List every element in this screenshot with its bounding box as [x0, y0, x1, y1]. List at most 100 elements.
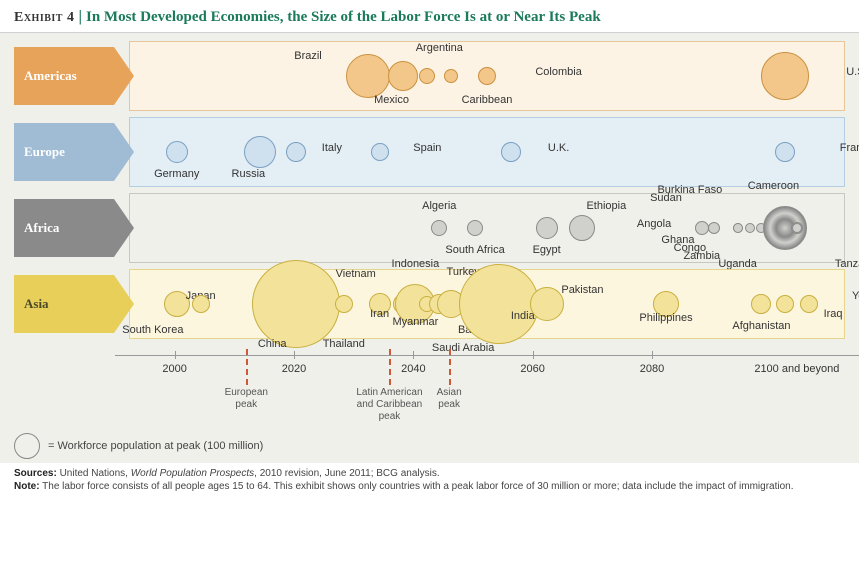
bubble-label: Vietnam — [336, 268, 376, 280]
bubble-label: France — [840, 142, 859, 154]
bubble-label: U.K. — [548, 142, 569, 154]
bubble-somalia — [792, 223, 802, 233]
exhibit-container: Exhibit 4 | In Most Developed Economies,… — [0, 0, 859, 566]
bubble-india — [459, 264, 539, 344]
bubble-label: China — [258, 338, 287, 350]
axis-tick — [533, 351, 534, 359]
title-separator: | — [78, 8, 86, 25]
bubble-sudan — [695, 221, 709, 235]
bubble-russia — [244, 136, 276, 168]
note-text: The labor force consists of all people a… — [42, 481, 793, 492]
bubble-label: Pakistan — [561, 284, 603, 296]
bubble-yemen — [800, 295, 818, 313]
axis-line — [115, 355, 859, 356]
bubble-iraq — [776, 295, 794, 313]
row-europe: EuropeGermanyRussiaItalySpainU.K.France — [14, 117, 845, 187]
row-tab-africa: Africa — [14, 199, 114, 257]
row-tab-asia: Asia — [14, 275, 114, 333]
bubble-congo — [745, 223, 755, 233]
bubble-thailand — [335, 295, 353, 313]
axis-tick — [175, 351, 176, 359]
sources-label: Sources: — [14, 468, 57, 479]
bubble-label: Algeria — [422, 200, 456, 212]
bubble-label: Italy — [322, 142, 342, 154]
axis-tick-label: 2080 — [640, 363, 664, 375]
chart-rows: Americas Brazil Mexico Argentina Caribbean Co… — [14, 41, 845, 339]
row-tab-americas: Americas — [14, 47, 114, 105]
bubble-south-africa — [467, 220, 483, 236]
bubble-mexico — [388, 61, 418, 91]
bubble-label: Mexico — [374, 94, 409, 106]
title-bar: Exhibit 4 | In Most Developed Economies,… — [0, 0, 859, 33]
exhibit-number: Exhibit 4 — [14, 10, 74, 25]
bubble-ghana — [733, 223, 743, 233]
bubble-label: Yemen — [852, 290, 859, 302]
axis-tick — [413, 351, 414, 359]
note-label: Note: — [14, 481, 40, 492]
legend-circle-icon — [14, 433, 40, 459]
bubble-label: Caribbean — [462, 94, 513, 106]
bubble-label: Philippines — [639, 312, 692, 324]
axis-tick — [652, 351, 653, 359]
bubble-spain — [371, 143, 389, 161]
axis-end-label: 2100 and beyond — [754, 363, 839, 375]
bubble-afghanistan — [751, 294, 771, 314]
row-americas: Americas Brazil Mexico Argentina Caribbean Co… — [14, 41, 845, 111]
bubble-label: Egypt — [533, 244, 561, 256]
bubble-label: Indonesia — [392, 258, 440, 270]
bubble-label: Brazil — [294, 50, 322, 62]
bubble-angola — [708, 222, 720, 234]
bubble-label: Argentina — [416, 42, 463, 54]
legend: = Workforce population at peak (100 mill… — [14, 433, 263, 459]
bubble-caribbean — [444, 69, 458, 83]
sources-text: United Nations, World Population Prospec… — [60, 468, 440, 479]
bubble-u-s- — [761, 52, 809, 100]
bubble-italy — [286, 142, 306, 162]
bubble-ethiopia — [569, 215, 595, 241]
bubble-label: Iran — [370, 308, 389, 320]
axis-tick-label: 2020 — [282, 363, 306, 375]
bubble-label: Angola — [637, 218, 671, 230]
peak-marker-label: Asianpeak — [437, 387, 462, 411]
bubble-colombia — [478, 67, 496, 85]
bubble-brazil — [346, 54, 390, 98]
bubble-label: U.S. — [846, 66, 859, 78]
bubble-u-k- — [501, 142, 521, 162]
exhibit-headline: In Most Developed Economies, the Size of… — [86, 9, 601, 25]
bubble-label: Russia — [232, 168, 266, 180]
peak-marker-label: Latin Americanand Caribbeanpeak — [356, 387, 422, 423]
bubble-china — [252, 260, 340, 348]
bubble-pakistan — [530, 287, 564, 321]
bubble-south-korea — [192, 295, 210, 313]
bubble-label: Saudi Arabia — [432, 342, 494, 354]
peak-marker — [449, 349, 451, 385]
bubble-label: Zambia — [683, 250, 720, 262]
bubble-label: Spain — [413, 142, 441, 154]
legend-text: = Workforce population at peak (100 mill… — [48, 440, 263, 452]
axis-tick-label: 2040 — [401, 363, 425, 375]
peak-marker — [246, 349, 248, 385]
chart-area: Americas Brazil Mexico Argentina Caribbean Co… — [0, 33, 859, 463]
bubble-label: Myanmar — [392, 316, 438, 328]
peak-marker — [389, 349, 391, 385]
row-asia: AsiaJapanSouth KoreaChinaThailandVietnam… — [14, 269, 845, 339]
row-africa: AfricaAlgeriaSouth AfricaEgyptEthiopiaSu… — [14, 193, 845, 263]
axis-tick — [294, 351, 295, 359]
sources-line: Sources: United Nations, World Populatio… — [14, 467, 845, 480]
bubble-label: South Africa — [445, 244, 504, 256]
row-tab-europe: Europe — [14, 123, 114, 181]
bubble-label: Iraq — [824, 308, 843, 320]
bubble-label: Thailand — [323, 338, 365, 350]
bubble-france — [775, 142, 795, 162]
bubble-label: Colombia — [535, 66, 581, 78]
axis-tick-label: 2060 — [520, 363, 544, 375]
bubble-label: Ethiopia — [586, 200, 626, 212]
bubble-label: Cameroon — [748, 180, 799, 192]
bubble-algeria — [431, 220, 447, 236]
x-axis: 200020202040206020802100 and beyondEurop… — [115, 355, 859, 405]
bubble-label: South Korea — [122, 324, 183, 336]
footer: Sources: United Nations, World Populatio… — [0, 463, 859, 493]
bubble-label: Germany — [154, 168, 199, 180]
note-line: Note: The labor force consists of all pe… — [14, 480, 845, 493]
bubble-germany — [166, 141, 188, 163]
